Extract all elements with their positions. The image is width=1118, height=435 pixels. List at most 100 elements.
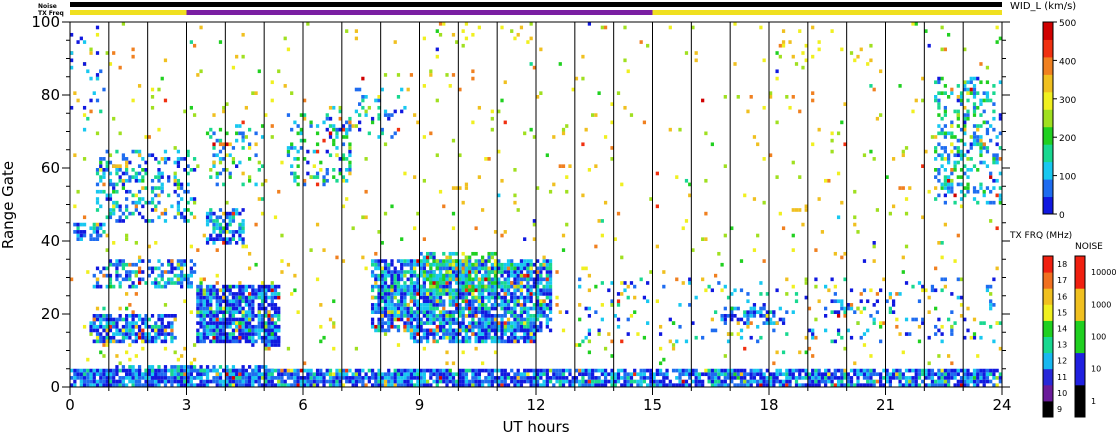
data-cell xyxy=(328,153,333,158)
data-cell xyxy=(176,262,181,267)
data-cell xyxy=(76,372,80,377)
data-cell xyxy=(212,142,216,147)
data-cell xyxy=(283,36,287,41)
data-cell xyxy=(212,368,216,373)
data-cell xyxy=(429,314,433,318)
data-cell xyxy=(480,292,485,296)
data-cell xyxy=(671,343,676,347)
data-cell xyxy=(571,87,575,92)
data-cell xyxy=(121,335,126,340)
data-cell xyxy=(493,332,498,336)
data-cell xyxy=(513,295,517,300)
data-cell xyxy=(480,288,485,293)
data-cell xyxy=(519,292,524,296)
data-cell xyxy=(422,277,426,282)
data-cell xyxy=(526,306,530,311)
data-cell xyxy=(484,303,488,307)
data-cell xyxy=(908,379,912,384)
data-cell xyxy=(513,339,517,344)
data-cell xyxy=(765,379,769,384)
data-cell xyxy=(435,288,439,293)
data-cell xyxy=(131,175,135,179)
data-cell xyxy=(95,368,100,373)
data-cell xyxy=(235,383,239,387)
data-cell xyxy=(966,113,970,117)
data-cell xyxy=(998,379,1002,384)
data-cell xyxy=(377,113,381,117)
data-cell xyxy=(264,339,268,344)
data-cell xyxy=(115,332,119,336)
data-cell xyxy=(972,124,977,128)
data-cell xyxy=(277,292,281,296)
data-cell xyxy=(231,368,236,373)
data-cell xyxy=(163,328,168,333)
data-cell xyxy=(241,379,245,384)
data-cell xyxy=(128,270,132,274)
data-cell xyxy=(772,328,776,333)
data-cell xyxy=(833,251,837,256)
data-cell xyxy=(403,303,407,307)
data-cell xyxy=(390,270,394,274)
data-cell xyxy=(125,215,129,220)
data-cell xyxy=(163,157,168,161)
data-cell xyxy=(422,372,426,377)
data-cell xyxy=(497,262,501,267)
data-cell xyxy=(154,335,158,340)
data-cell xyxy=(458,186,462,190)
data-cell xyxy=(121,186,126,190)
data-cell xyxy=(529,379,533,384)
data-cell xyxy=(215,215,219,220)
data-cell xyxy=(985,80,990,85)
data-cell xyxy=(620,376,624,380)
data-cell xyxy=(183,168,187,172)
data-cell xyxy=(338,109,342,114)
data-cell xyxy=(134,200,138,205)
data-cell xyxy=(519,306,524,311)
data-cell xyxy=(862,153,867,158)
data-cell xyxy=(950,87,954,92)
data-cell xyxy=(995,193,999,198)
data-cell xyxy=(429,295,433,300)
data-cell xyxy=(196,335,200,340)
data-cell xyxy=(493,262,498,267)
data-cell xyxy=(558,164,562,168)
data-cell xyxy=(963,383,967,387)
data-cell xyxy=(448,273,452,278)
data-cell xyxy=(856,230,860,234)
data-cell xyxy=(788,372,792,377)
data-cell xyxy=(238,383,242,387)
data-cell xyxy=(186,149,190,154)
data-cell xyxy=(442,306,446,311)
data-cell xyxy=(183,259,187,263)
data-cell xyxy=(215,248,219,252)
data-cell xyxy=(568,372,572,377)
data-cell xyxy=(335,383,339,387)
data-cell xyxy=(565,175,569,179)
data-cell xyxy=(303,113,307,117)
data-cell xyxy=(484,332,488,336)
data-cell xyxy=(186,284,190,289)
data-cell xyxy=(205,284,210,289)
data-cell xyxy=(173,266,177,271)
data-cell xyxy=(451,332,456,336)
data-cell xyxy=(493,317,498,322)
data-cell xyxy=(413,368,417,373)
data-cell xyxy=(536,324,540,329)
data-cell xyxy=(891,157,896,161)
data-cell xyxy=(940,324,944,329)
data-cell xyxy=(296,131,300,136)
data-cell xyxy=(989,171,993,176)
data-cell xyxy=(293,383,297,387)
data-cell xyxy=(526,295,530,300)
data-cell xyxy=(791,160,795,165)
data-cell xyxy=(118,259,122,263)
data-cell xyxy=(247,157,252,161)
data-cell xyxy=(539,324,543,329)
data-cell xyxy=(610,120,614,125)
data-cell xyxy=(115,270,119,274)
data-cell xyxy=(487,255,491,260)
data-cell xyxy=(115,324,119,329)
data-cell xyxy=(105,383,109,387)
data-cell xyxy=(927,295,931,300)
data-cell xyxy=(254,324,258,329)
